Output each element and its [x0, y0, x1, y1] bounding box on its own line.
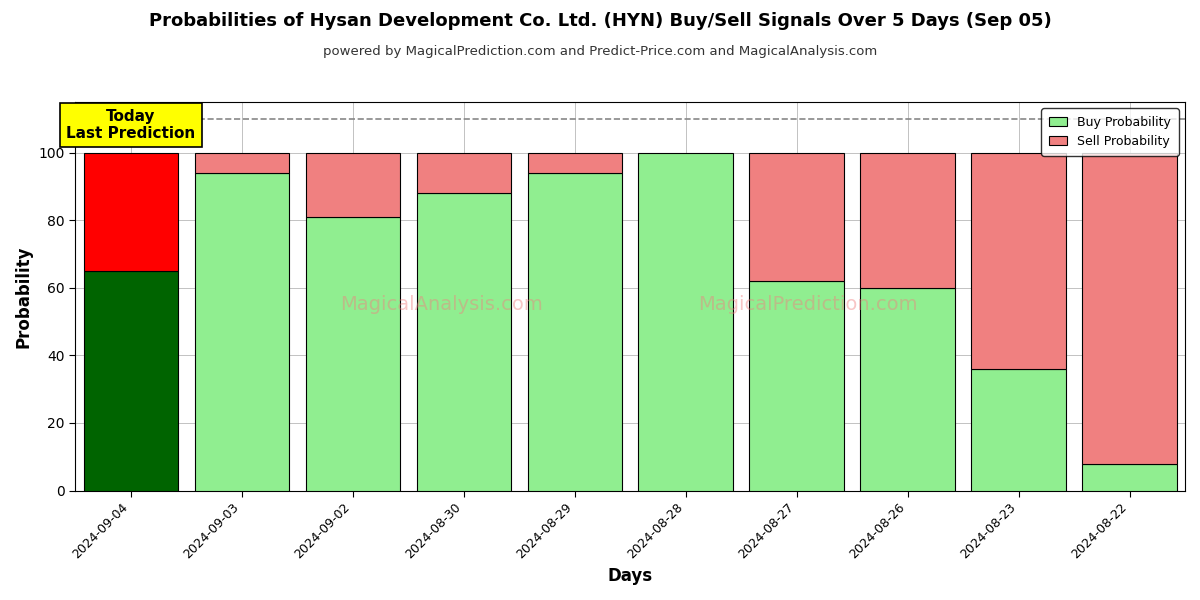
Y-axis label: Probability: Probability [14, 245, 32, 347]
Bar [860, 152, 955, 288]
Bar [416, 152, 511, 193]
Bar [306, 152, 400, 217]
Text: Probabilities of Hysan Development Co. Ltd. (HYN) Buy/Sell Signals Over 5 Days (: Probabilities of Hysan Development Co. L… [149, 12, 1051, 30]
Text: MagicalPrediction.com: MagicalPrediction.com [698, 295, 918, 314]
Bar [194, 152, 289, 173]
Bar [971, 152, 1066, 369]
Bar [750, 281, 844, 491]
Bar [84, 271, 178, 491]
Bar [1082, 152, 1177, 464]
Bar [971, 369, 1066, 491]
Text: Today
Last Prediction: Today Last Prediction [66, 109, 196, 141]
Bar [416, 193, 511, 491]
Legend: Buy Probability, Sell Probability: Buy Probability, Sell Probability [1042, 108, 1178, 155]
Bar [860, 288, 955, 491]
X-axis label: Days: Days [607, 567, 653, 585]
Bar [750, 152, 844, 281]
Bar [194, 173, 289, 491]
Bar [528, 152, 622, 173]
Text: MagicalAnalysis.com: MagicalAnalysis.com [340, 295, 542, 314]
Text: powered by MagicalPrediction.com and Predict-Price.com and MagicalAnalysis.com: powered by MagicalPrediction.com and Pre… [323, 45, 877, 58]
Bar [1082, 464, 1177, 491]
Bar [638, 152, 733, 491]
Bar [84, 152, 178, 271]
Bar [528, 173, 622, 491]
Bar [306, 217, 400, 491]
